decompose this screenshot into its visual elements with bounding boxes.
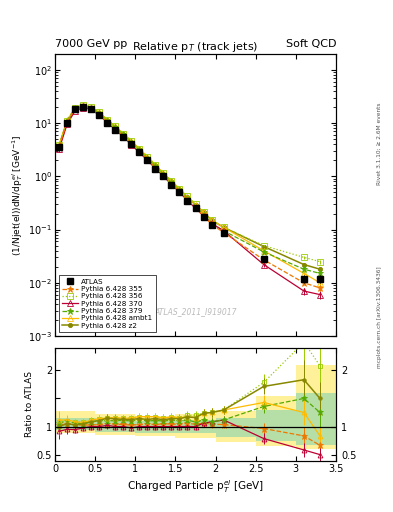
Text: ATLAS_2011_I919017: ATLAS_2011_I919017 bbox=[154, 307, 237, 316]
Text: 7000 GeV pp: 7000 GeV pp bbox=[55, 38, 127, 49]
Legend: ATLAS, Pythia 6.428 355, Pythia 6.428 356, Pythia 6.428 370, Pythia 6.428 379, P: ATLAS, Pythia 6.428 355, Pythia 6.428 35… bbox=[59, 275, 156, 332]
Title: Relative p$_T$ (track jets): Relative p$_T$ (track jets) bbox=[132, 39, 259, 54]
Y-axis label: Ratio to ATLAS: Ratio to ATLAS bbox=[25, 371, 34, 437]
Text: mcplots.cern.ch [arXiv:1306.3436]: mcplots.cern.ch [arXiv:1306.3436] bbox=[377, 267, 382, 368]
X-axis label: Charged Particle p$^{el}_T$ [GeV]: Charged Particle p$^{el}_T$ [GeV] bbox=[127, 478, 264, 495]
Text: Soft QCD: Soft QCD bbox=[286, 38, 336, 49]
Text: Rivet 3.1.10; ≥ 2.6M events: Rivet 3.1.10; ≥ 2.6M events bbox=[377, 102, 382, 185]
Y-axis label: (1/Njet(el))dN/dp$^{el}_T$ [GeV$^{-1}$]: (1/Njet(el))dN/dp$^{el}_T$ [GeV$^{-1}$] bbox=[11, 134, 26, 255]
